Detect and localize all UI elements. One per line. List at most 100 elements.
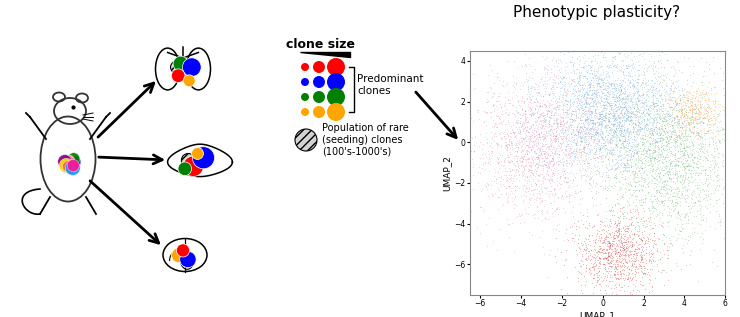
Point <box>624 105 636 110</box>
Point <box>622 102 634 107</box>
Point <box>695 163 707 168</box>
Point <box>536 94 548 99</box>
Point <box>682 153 693 158</box>
Point <box>673 232 684 237</box>
Point <box>588 90 599 95</box>
Point <box>554 162 565 167</box>
Point <box>514 112 525 117</box>
Point <box>699 141 711 146</box>
Point <box>680 109 692 114</box>
Point <box>676 96 687 101</box>
Point <box>670 100 682 105</box>
Point <box>515 80 527 85</box>
Point <box>581 131 593 136</box>
Point <box>664 177 676 182</box>
Point <box>626 57 638 62</box>
Point <box>519 210 531 215</box>
Point <box>673 194 685 199</box>
Point <box>638 263 650 268</box>
Point <box>577 158 589 163</box>
Point <box>548 153 559 158</box>
Point <box>628 189 640 194</box>
Point <box>640 149 652 154</box>
Point <box>548 120 560 125</box>
Point <box>529 106 541 111</box>
Point <box>593 112 605 117</box>
Point <box>669 180 681 185</box>
Point <box>562 101 574 106</box>
Point <box>560 180 572 185</box>
Point <box>528 196 540 201</box>
Point <box>618 100 630 105</box>
Point <box>622 163 634 168</box>
Point <box>655 184 667 189</box>
Point <box>675 109 687 114</box>
Point <box>494 113 505 118</box>
Point <box>709 117 721 122</box>
Point <box>719 115 731 120</box>
Point <box>528 135 539 140</box>
Point <box>690 105 702 110</box>
Point <box>682 193 694 198</box>
Point <box>536 197 548 202</box>
Point <box>578 96 590 101</box>
Point <box>549 152 561 157</box>
Point <box>678 119 690 124</box>
Point <box>657 154 669 159</box>
Point <box>593 278 605 283</box>
Point <box>704 117 716 122</box>
Point <box>651 195 663 200</box>
Point <box>620 228 632 233</box>
Point <box>511 158 523 163</box>
Point <box>599 84 610 89</box>
Point <box>625 159 636 165</box>
Point <box>668 88 680 93</box>
Point <box>494 131 506 136</box>
Point <box>641 172 653 177</box>
Point <box>737 217 740 222</box>
Point <box>624 266 636 271</box>
Point <box>560 124 572 129</box>
Point <box>561 104 573 109</box>
Point <box>660 140 672 145</box>
Point <box>570 82 582 87</box>
Point <box>508 155 520 160</box>
Point <box>592 106 604 111</box>
Point <box>665 213 677 218</box>
Point <box>652 73 664 78</box>
Point <box>669 97 681 102</box>
Point <box>652 126 664 132</box>
Point <box>539 117 551 122</box>
Point <box>610 123 622 128</box>
Point <box>680 122 692 127</box>
Point <box>608 238 620 243</box>
Point <box>680 141 692 146</box>
Point <box>622 265 633 270</box>
Point <box>644 114 656 120</box>
Point <box>692 166 704 171</box>
Point <box>616 89 628 94</box>
Point <box>522 156 534 161</box>
Point <box>628 137 640 142</box>
Point <box>674 95 686 100</box>
Point <box>619 272 630 277</box>
Point <box>634 165 646 170</box>
Point <box>698 153 710 158</box>
Point <box>630 252 642 257</box>
Point <box>610 102 622 107</box>
Point <box>580 110 592 115</box>
Point <box>659 73 670 78</box>
Point <box>562 179 574 184</box>
Point <box>674 213 686 218</box>
Point <box>699 116 710 121</box>
Point <box>578 81 590 86</box>
Point <box>510 120 522 125</box>
Point <box>656 210 668 216</box>
Point <box>627 261 639 266</box>
Point <box>687 120 699 126</box>
Point <box>618 161 630 166</box>
Point <box>627 258 639 263</box>
Point <box>639 209 650 214</box>
Point <box>670 106 682 111</box>
Point <box>621 152 633 158</box>
